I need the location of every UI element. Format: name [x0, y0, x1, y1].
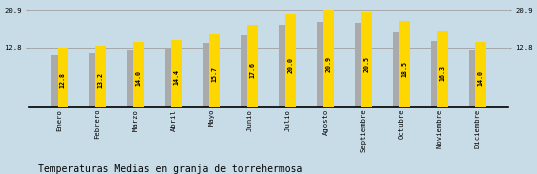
Text: 16.3: 16.3 [440, 65, 446, 81]
Bar [165, 48, 176, 107]
Bar [134, 42, 144, 107]
Bar [248, 25, 258, 107]
Bar [469, 50, 480, 107]
Bar [209, 34, 220, 107]
Bar [89, 53, 100, 107]
Bar [57, 48, 68, 107]
Bar [475, 42, 486, 107]
Text: 14.4: 14.4 [174, 69, 180, 85]
Text: 20.5: 20.5 [364, 56, 369, 72]
Bar [361, 12, 372, 107]
Bar [355, 23, 366, 107]
Text: 17.6: 17.6 [250, 62, 256, 78]
Text: 14.0: 14.0 [136, 70, 142, 86]
Bar [96, 46, 106, 107]
Bar [285, 14, 296, 107]
Bar [400, 21, 410, 107]
Text: 15.7: 15.7 [212, 66, 218, 82]
Bar [171, 40, 182, 107]
Bar [323, 10, 334, 107]
Bar [51, 55, 62, 107]
Bar [279, 25, 289, 107]
Text: 20.9: 20.9 [326, 56, 332, 72]
Bar [203, 43, 214, 107]
Text: Temperaturas Medias en granja de torrehermosa: Temperaturas Medias en granja de torrehe… [38, 164, 302, 174]
Text: 14.0: 14.0 [477, 70, 484, 86]
Bar [241, 35, 252, 107]
Text: 20.0: 20.0 [288, 57, 294, 73]
Bar [393, 31, 403, 107]
Text: 12.8: 12.8 [60, 73, 66, 89]
Bar [431, 41, 441, 107]
Text: 18.5: 18.5 [402, 61, 408, 77]
Text: 13.2: 13.2 [98, 72, 104, 88]
Bar [317, 22, 328, 107]
Bar [437, 31, 448, 107]
Bar [127, 50, 137, 107]
